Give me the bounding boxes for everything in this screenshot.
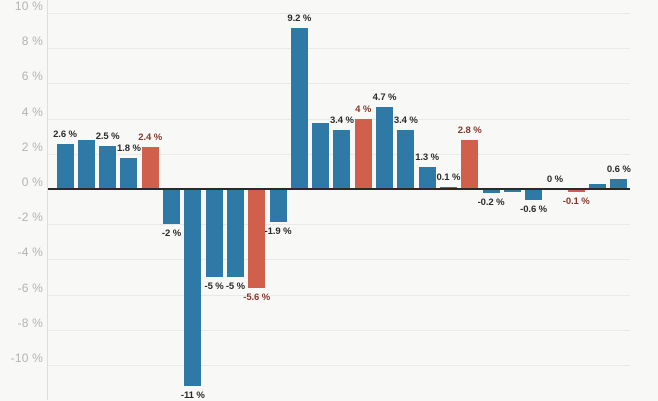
bar-value-label: 1.3 % [415,151,439,163]
bar[interactable] [269,190,287,223]
bar-value-label: 0 % [546,173,563,185]
bar[interactable] [397,129,415,189]
bar[interactable] [184,190,202,387]
bar[interactable] [333,129,351,189]
bar[interactable] [589,184,606,189]
bar[interactable] [226,190,244,277]
bar-value-label: -2 % [161,228,182,240]
y-axis-tick-label: 2 % [21,139,43,154]
bar[interactable] [77,140,95,189]
bar[interactable] [141,147,159,189]
y-axis-tick-label: 10 % [14,0,43,13]
bar-value-label: 9.2 % [287,12,312,24]
bar-value-label: -5 % [225,281,245,292]
bar[interactable] [290,27,308,189]
bar-value-label: 2.4 % [138,132,163,144]
gridline [48,83,630,85]
bar[interactable] [610,178,628,189]
y-axis-tick-label: -4 % [17,245,43,260]
bar[interactable] [205,190,223,277]
bar-value-label: 3.4 % [329,114,354,126]
bar[interactable] [354,119,372,189]
bar[interactable] [482,190,500,193]
bar-value-label: -0.6 % [520,203,548,215]
gridline [48,365,630,366]
bar-value-label: 3.4 % [393,114,418,126]
y-axis-tick-label: -2 % [17,210,43,225]
bar-value-label: -0.1 % [562,195,590,207]
y-axis-tick-label: 4 % [21,104,43,119]
bar-value-label: 4 % [355,104,372,116]
bar-value-label: 2.8 % [457,125,482,137]
gridline [48,118,630,120]
gridline [48,259,630,261]
y-axis-tick-label: -8 % [17,315,43,330]
bar-value-label: -5.6 % [243,291,271,303]
bar[interactable] [418,166,436,189]
bar[interactable] [56,143,74,189]
bar[interactable] [376,106,393,189]
bar[interactable] [248,190,266,288]
gridline [48,224,630,226]
bar[interactable] [163,190,180,225]
bar[interactable] [439,187,457,189]
bar[interactable] [312,122,330,189]
bar-value-label: 0.1 % [436,172,461,183]
bar-value-label: 2.6 % [53,128,77,140]
bar-value-label: 1.8 % [116,142,141,154]
bar[interactable] [567,190,585,192]
bar-value-label: 0.6 % [606,163,631,175]
bar-value-label: -1.9 % [264,226,292,238]
y-axis-tick-label: 8 % [21,34,43,49]
gridline [48,294,630,296]
gridline [48,13,630,14]
gridline [48,329,630,331]
y-axis-line [47,0,48,400]
y-axis-tick-label: -10 % [10,351,43,365]
bar-value-label: -0.2 % [477,196,505,208]
bar-value-label: -5 % [204,281,224,292]
zero-axis-line [48,188,630,190]
y-axis-tick-label: 0 % [21,175,43,189]
y-axis-tick-label: -6 % [17,280,43,295]
y-axis-tick-label: 6 % [21,69,43,84]
bar[interactable] [120,157,138,189]
bar[interactable] [99,145,117,189]
bar[interactable] [461,140,479,189]
bar-value-label: 2.5 % [95,130,120,142]
bar[interactable] [525,190,543,200]
bar-value-label: -11 % [180,390,205,401]
bar[interactable] [503,190,521,192]
bar-value-label: 4.7 % [372,91,397,103]
gridline [48,48,630,50]
